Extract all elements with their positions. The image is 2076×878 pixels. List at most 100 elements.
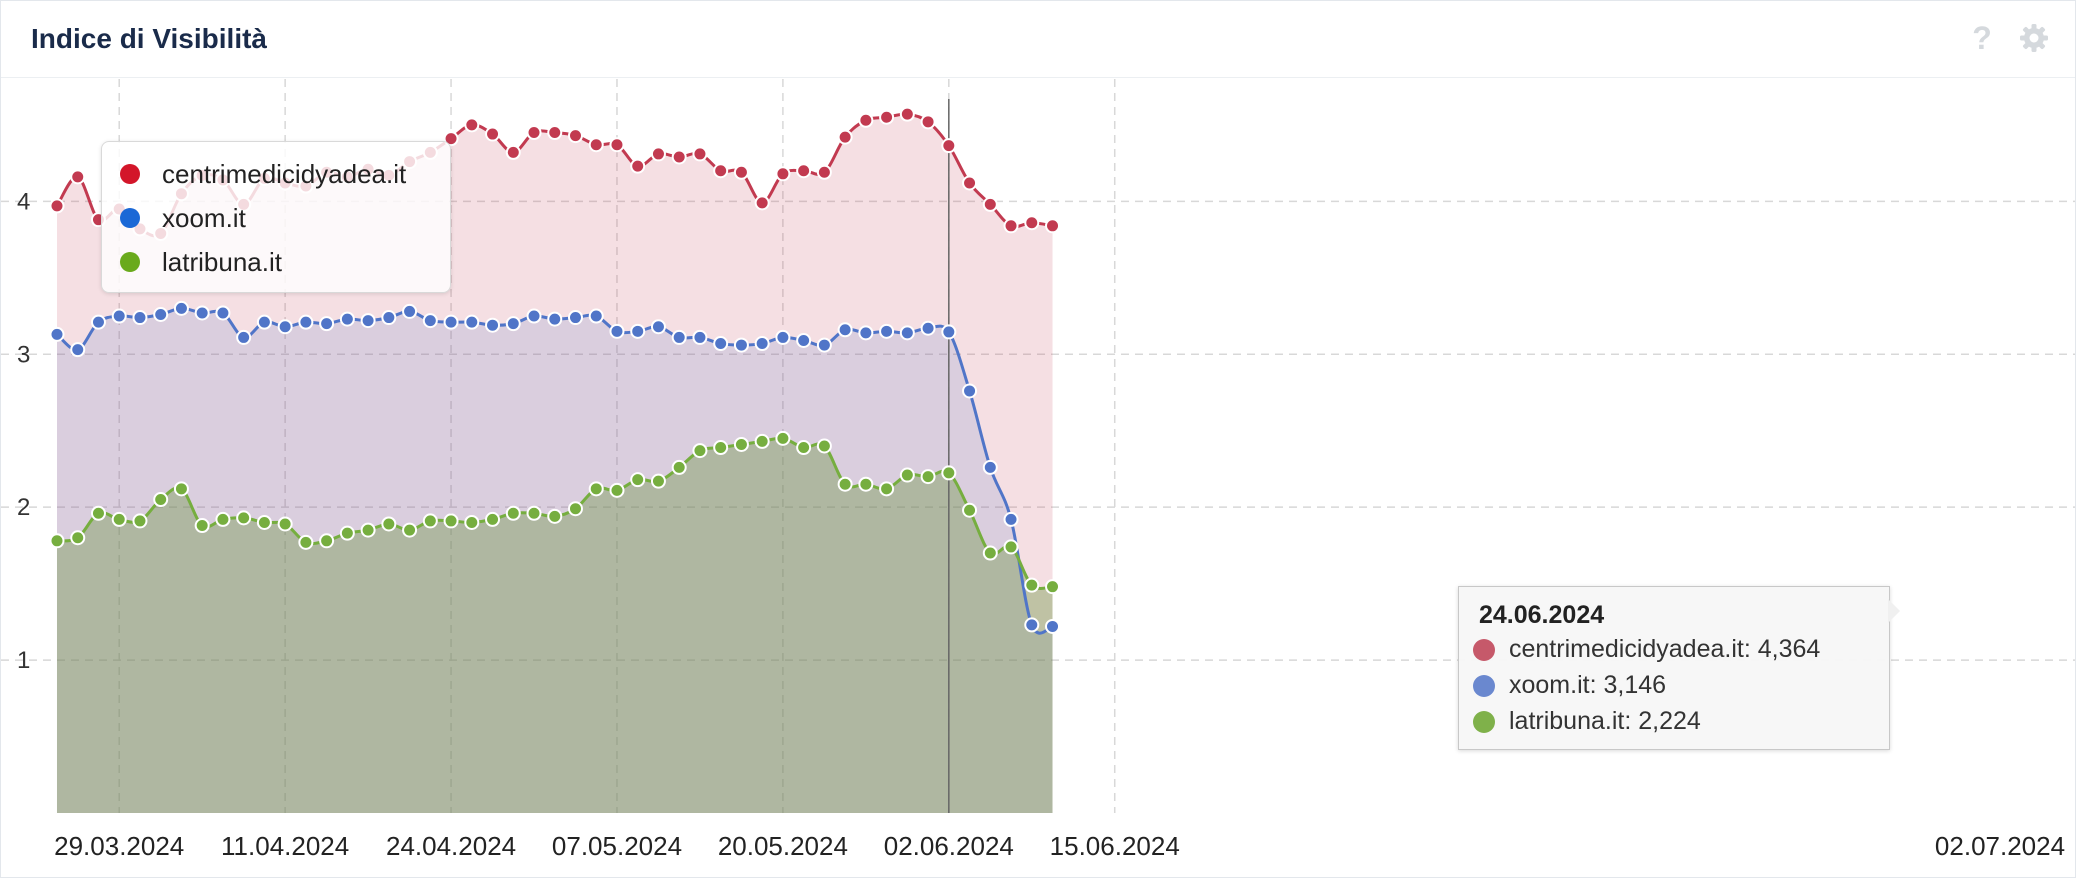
data-point[interactable] — [464, 514, 480, 530]
data-point[interactable] — [713, 163, 729, 179]
data-point[interactable] — [816, 164, 832, 180]
data-point[interactable] — [692, 329, 708, 345]
data-point[interactable] — [402, 303, 418, 319]
data-point[interactable] — [1024, 215, 1040, 231]
data-point[interactable] — [609, 482, 625, 498]
data-point[interactable] — [671, 459, 687, 475]
data-point[interactable] — [360, 522, 376, 538]
data-point[interactable] — [236, 329, 252, 345]
data-point[interactable] — [111, 308, 127, 324]
data-point[interactable] — [505, 144, 521, 160]
data-point[interactable] — [879, 323, 895, 339]
data-point[interactable] — [775, 329, 791, 345]
data-point[interactable] — [90, 505, 106, 521]
data-point[interactable] — [837, 476, 853, 492]
data-point[interactable] — [920, 320, 936, 336]
data-point[interactable] — [505, 316, 521, 332]
data-point[interactable] — [547, 508, 563, 524]
data-point[interactable] — [713, 440, 729, 456]
data-point[interactable] — [796, 440, 812, 456]
data-point[interactable] — [879, 109, 895, 125]
data-point[interactable] — [567, 310, 583, 326]
data-point[interactable] — [588, 308, 604, 324]
data-point[interactable] — [49, 533, 65, 549]
data-point[interactable] — [277, 319, 293, 335]
data-point[interactable] — [547, 125, 563, 141]
data-point[interactable] — [443, 513, 459, 529]
legend-item-centrimedicidyadea[interactable]: centrimedicidyadea.it — [120, 154, 406, 194]
data-point[interactable] — [899, 106, 915, 122]
data-point[interactable] — [692, 443, 708, 459]
data-point[interactable] — [858, 325, 874, 341]
data-point[interactable] — [1003, 539, 1019, 555]
data-point[interactable] — [111, 511, 127, 527]
data-point[interactable] — [796, 332, 812, 348]
data-point[interactable] — [298, 534, 314, 550]
data-point[interactable] — [1045, 218, 1061, 234]
question-mark-icon[interactable]: ? — [1972, 19, 1992, 56]
data-point[interactable] — [567, 128, 583, 144]
data-point[interactable] — [941, 324, 957, 340]
data-point[interactable] — [381, 516, 397, 532]
data-point[interactable] — [277, 516, 293, 532]
data-point[interactable] — [630, 158, 646, 174]
data-point[interactable] — [941, 138, 957, 154]
data-point[interactable] — [298, 314, 314, 330]
data-point[interactable] — [567, 501, 583, 517]
data-point[interactable] — [1024, 577, 1040, 593]
data-point[interactable] — [692, 146, 708, 162]
data-point[interactable] — [422, 513, 438, 529]
data-point[interactable] — [319, 533, 335, 549]
data-point[interactable] — [194, 518, 210, 534]
data-point[interactable] — [588, 137, 604, 153]
data-point[interactable] — [962, 383, 978, 399]
data-point[interactable] — [256, 314, 272, 330]
data-point[interactable] — [485, 511, 501, 527]
data-point[interactable] — [381, 310, 397, 326]
data-point[interactable] — [899, 325, 915, 341]
data-point[interactable] — [879, 481, 895, 497]
data-point[interactable] — [775, 166, 791, 182]
data-point[interactable] — [609, 323, 625, 339]
data-point[interactable] — [982, 545, 998, 561]
data-point[interactable] — [1003, 218, 1019, 234]
data-point[interactable] — [982, 196, 998, 212]
data-point[interactable] — [256, 514, 272, 530]
data-point[interactable] — [547, 311, 563, 327]
data-point[interactable] — [650, 319, 666, 335]
data-point[interactable] — [70, 342, 86, 358]
data-point[interactable] — [90, 314, 106, 330]
data-point[interactable] — [837, 322, 853, 338]
data-point[interactable] — [132, 310, 148, 326]
data-point[interactable] — [360, 313, 376, 329]
data-point[interactable] — [173, 300, 189, 316]
data-point[interactable] — [443, 314, 459, 330]
data-point[interactable] — [215, 511, 231, 527]
data-point[interactable] — [733, 436, 749, 452]
data-point[interactable] — [650, 146, 666, 162]
data-point[interactable] — [70, 530, 86, 546]
data-point[interactable] — [899, 467, 915, 483]
data-point[interactable] — [526, 308, 542, 324]
data-point[interactable] — [816, 438, 832, 454]
data-point[interactable] — [588, 481, 604, 497]
data-point[interactable] — [339, 525, 355, 541]
data-point[interactable] — [941, 465, 957, 481]
data-point[interactable] — [485, 317, 501, 333]
data-point[interactable] — [153, 492, 169, 508]
data-point[interactable] — [754, 195, 770, 211]
data-point[interactable] — [526, 125, 542, 141]
data-point[interactable] — [70, 169, 86, 185]
data-point[interactable] — [132, 513, 148, 529]
data-point[interactable] — [194, 305, 210, 321]
data-point[interactable] — [1003, 511, 1019, 527]
legend-item-xoom[interactable]: xoom.it — [120, 198, 246, 238]
data-point[interactable] — [153, 306, 169, 322]
data-point[interactable] — [1045, 618, 1061, 634]
data-point[interactable] — [796, 163, 812, 179]
data-point[interactable] — [526, 505, 542, 521]
data-point[interactable] — [485, 126, 501, 142]
data-point[interactable] — [464, 117, 480, 133]
data-point[interactable] — [49, 326, 65, 342]
data-point[interactable] — [173, 481, 189, 497]
